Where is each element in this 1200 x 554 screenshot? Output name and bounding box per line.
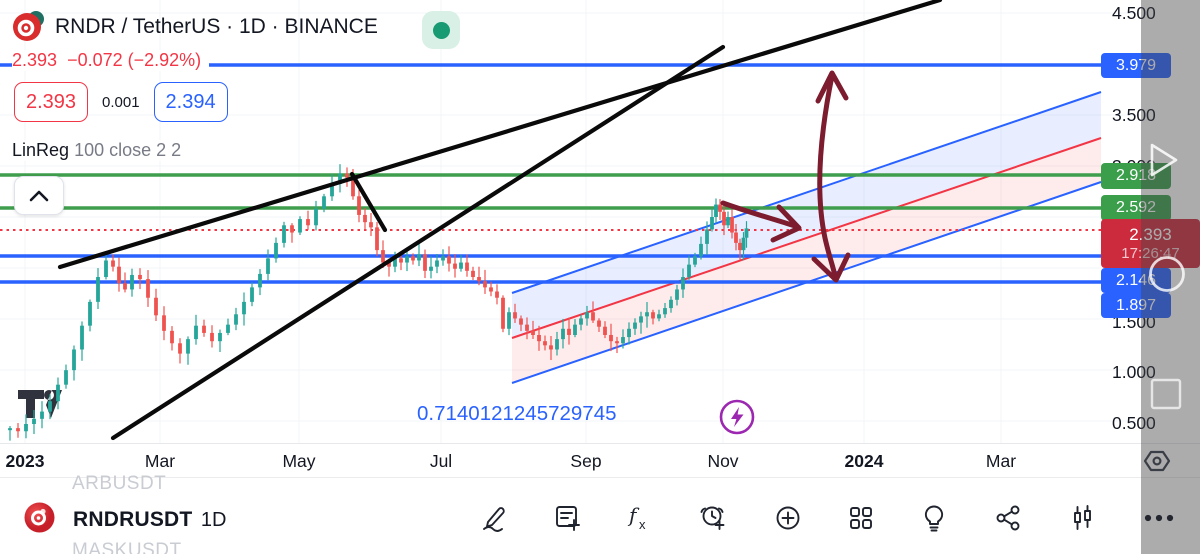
- candles-settings-icon: [1074, 505, 1091, 530]
- time-axis-label: Mar: [144, 451, 176, 471]
- active-timeframe: 1D: [200, 509, 227, 531]
- price-level-label[interactable]: 3.979: [1101, 53, 1171, 78]
- right-rail-overlay: [1141, 0, 1200, 554]
- quote-row: 2.393 0.001 2.394: [14, 82, 228, 122]
- change-percent: (−2.92%): [127, 50, 202, 70]
- market-open-dot-icon: [432, 21, 450, 39]
- market-status-button[interactable]: [422, 11, 460, 49]
- symbol-title[interactable]: RNDR / TetherUS · 1D · BINANCE: [55, 14, 378, 38]
- watchlist-item-next[interactable]: MASKUSDT: [72, 540, 182, 554]
- linreg-value-annotation: 0.7140121245729745: [417, 402, 617, 425]
- settings-hexagon-icon[interactable]: [1142, 446, 1172, 476]
- layouts-button[interactable]: [841, 499, 881, 537]
- time-axis-label: Nov: [707, 451, 739, 471]
- price-level-label[interactable]: 2.592: [1101, 195, 1171, 221]
- watchlist-item-prev[interactable]: ARBUSDT: [72, 473, 167, 494]
- price-axis-tick: 4.500: [1112, 3, 1156, 23]
- lightning-badge[interactable]: [718, 398, 756, 441]
- chart-header: RNDR / TetherUS · 1D · BINANCE: [12, 10, 378, 43]
- lightning-icon: [719, 399, 755, 435]
- active-symbol: RNDRUSDT: [73, 508, 193, 531]
- function-fx-icon: f x: [627, 503, 646, 532]
- price-chart[interactable]: [0, 0, 1141, 443]
- time-axis-label: Mar: [985, 451, 1017, 471]
- time-axis-label: Sep: [570, 451, 602, 471]
- grid-icon: [850, 507, 872, 529]
- svg-text:x: x: [639, 517, 646, 532]
- alarm-plus-icon: [700, 506, 725, 530]
- marker-icon: [483, 507, 505, 532]
- change-value: −0.072: [67, 50, 123, 70]
- circle-icon[interactable]: [1147, 254, 1187, 294]
- price-axis-tick: 0.500: [1112, 413, 1156, 433]
- price-change-row: 2.393 −0.072 (−2.92%): [12, 50, 210, 71]
- spread-value: 0.001: [102, 93, 140, 111]
- price-axis-tick: 3.500: [1112, 105, 1156, 125]
- indicator-legend[interactable]: LinReg 100 close 2 2: [12, 140, 188, 161]
- rndr-logo-icon: [12, 10, 45, 43]
- sell-button[interactable]: 2.393: [14, 82, 88, 122]
- notes-add-button[interactable]: [547, 499, 587, 537]
- more-dots-icon[interactable]: [1141, 505, 1183, 531]
- buy-button[interactable]: 2.394: [153, 82, 228, 122]
- price-level-label[interactable]: 2.918: [1101, 163, 1171, 189]
- rndr-logo-small-icon: [24, 502, 55, 538]
- time-axis-label: May: [282, 451, 316, 471]
- time-axis[interactable]: 2023 Mar May Jul Sep Nov 2024 Mar: [0, 443, 1200, 478]
- chevron-up-icon: [29, 190, 49, 201]
- time-axis-label: 2023: [5, 451, 45, 471]
- ideas-button[interactable]: [914, 499, 954, 537]
- time-axis-label: Jul: [429, 451, 453, 471]
- time-axis-label: 2024: [844, 451, 884, 471]
- plus-circle-icon: [776, 506, 800, 530]
- alerts-button[interactable]: [693, 499, 733, 537]
- add-button[interactable]: [768, 499, 808, 537]
- indicator-name: LinReg: [12, 140, 70, 160]
- active-symbol-row[interactable]: RNDRUSDT 1D: [24, 502, 226, 538]
- price-level-label[interactable]: 1.897: [1101, 293, 1171, 318]
- indicator-params: 100 close 2 2: [74, 140, 182, 160]
- square-icon[interactable]: [1149, 377, 1183, 411]
- collapse-panel-button[interactable]: [14, 176, 64, 215]
- idea-bulb-icon: [924, 505, 944, 532]
- price-axis-tick: 1.000: [1112, 362, 1156, 382]
- share-icon: [996, 505, 1020, 531]
- share-button[interactable]: [988, 499, 1028, 537]
- note-plus-icon: [556, 506, 580, 531]
- chart-settings-button[interactable]: [1062, 499, 1102, 537]
- indicators-button[interactable]: f x: [620, 499, 660, 537]
- play-triangle-icon[interactable]: [1144, 141, 1182, 179]
- draw-marker-button[interactable]: [474, 499, 514, 537]
- last-price: 2.393: [12, 50, 58, 70]
